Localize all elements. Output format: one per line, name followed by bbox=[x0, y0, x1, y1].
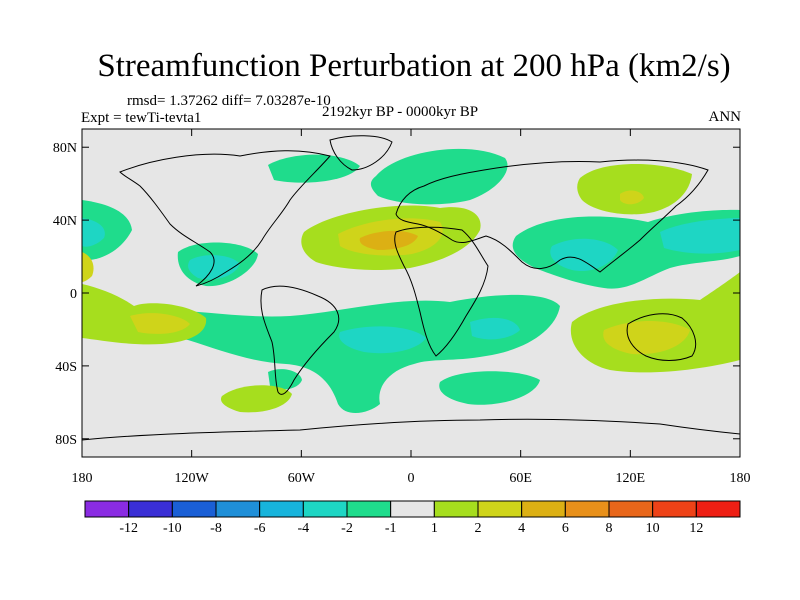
lon-tick-label: 180 bbox=[72, 471, 93, 486]
colorbar-label: 10 bbox=[646, 521, 660, 536]
colorbar-swatch bbox=[215, 500, 261, 518]
axis-ticks bbox=[81, 129, 741, 457]
contour-asia-low-inner bbox=[550, 238, 618, 272]
coastlines bbox=[82, 135, 740, 441]
lon-tick-label: 120E bbox=[616, 471, 646, 486]
colorbar-label: 1 bbox=[431, 521, 438, 536]
lat-tick-label: 80N bbox=[53, 141, 77, 156]
lat-tick-label: 80S bbox=[55, 433, 77, 448]
colorbar: -12 -10 -8 -6 -4 -2 -1 1 2 4 6 8 10 12 bbox=[84, 500, 741, 536]
lon-tick-label: 180 bbox=[730, 471, 751, 486]
contour-s-atlantic-band bbox=[110, 294, 560, 414]
contour-atlantic-low-west bbox=[268, 154, 360, 183]
coast-australia bbox=[626, 313, 697, 361]
colorbar-swatch bbox=[346, 500, 392, 518]
contour-s-atlantic-inner bbox=[339, 326, 426, 354]
lat-tick-label: 40N bbox=[53, 214, 77, 229]
colorbar-swatch bbox=[564, 500, 610, 518]
colorbar-swatch bbox=[390, 500, 435, 518]
colorbar-swatch bbox=[259, 500, 304, 518]
lat-tick-label: 40S bbox=[55, 360, 77, 375]
contour-na-scand-low bbox=[370, 148, 508, 205]
colorbar-label: -12 bbox=[119, 521, 138, 536]
colorbar-label: 8 bbox=[606, 521, 613, 536]
contour-npac-high-inner bbox=[620, 190, 644, 205]
lon-tick-label: 0 bbox=[408, 471, 415, 486]
colorbar-label: -4 bbox=[297, 521, 309, 536]
colorbar-label: 12 bbox=[689, 521, 703, 536]
colorbar-label: -8 bbox=[210, 521, 222, 536]
lon-tick-label: 120W bbox=[175, 471, 210, 486]
contour-e-pacific-low-inner bbox=[188, 255, 240, 280]
lon-tick-label: 60E bbox=[509, 471, 532, 486]
axis-labels: 80N 40N 0 40S 80S 180 120W 60W 0 60E 120E 180 bbox=[53, 141, 751, 486]
colorbar-label: 2 bbox=[475, 521, 482, 536]
contour-npac-high bbox=[577, 163, 692, 215]
experiment-label: Expt = tewTi-tevta1 bbox=[81, 110, 202, 126]
contour-pacific-high-left-edge bbox=[82, 252, 94, 282]
contour-wpac-low-inner bbox=[660, 218, 740, 254]
colorbar-swatch bbox=[652, 500, 697, 518]
coast-south-america bbox=[260, 285, 340, 395]
coast-africa bbox=[394, 226, 489, 357]
colorbar-swatch bbox=[695, 500, 741, 518]
colorbar-label: -10 bbox=[163, 521, 182, 536]
colorbar-swatch bbox=[521, 500, 566, 518]
colorbar-label: -2 bbox=[341, 521, 353, 536]
contour-australia-high-inner bbox=[603, 321, 690, 355]
colorbar-swatch bbox=[171, 500, 217, 518]
colorbar-swatch bbox=[477, 500, 523, 518]
coast-eurasia bbox=[395, 159, 709, 273]
colorbar-swatch bbox=[608, 500, 654, 518]
colorbar-swatch bbox=[84, 500, 130, 518]
contour-npac-low-left bbox=[82, 200, 132, 261]
coast-antarctica bbox=[82, 418, 740, 441]
colorbar-swatch bbox=[128, 500, 173, 518]
contour-sa-high bbox=[220, 385, 292, 413]
coast-greenland bbox=[329, 135, 393, 171]
colorbar-label: -1 bbox=[385, 521, 397, 536]
period-label: 2192kyr BP - 0000kyr BP bbox=[322, 104, 479, 120]
lat-tick-label: 0 bbox=[70, 287, 77, 302]
colorbar-label: -6 bbox=[254, 521, 266, 536]
contour-npac-low-left-inner bbox=[82, 218, 105, 247]
coast-north-america bbox=[119, 150, 331, 287]
contour-africa-high-core bbox=[359, 230, 418, 250]
rmsd-label: rmsd= 1.37262 diff= 7.03287e-10 bbox=[127, 93, 331, 109]
colorbar-swatch bbox=[302, 500, 348, 518]
contour-s-ocean-low-1 bbox=[439, 371, 540, 405]
contour-pacific-high-west-inner bbox=[130, 313, 190, 334]
chart-title: Streamfunction Perturbation at 200 hPa (… bbox=[97, 48, 731, 84]
colorbar-label: 4 bbox=[518, 521, 525, 536]
colorbar-swatch bbox=[433, 500, 479, 518]
lon-tick-label: 60W bbox=[288, 471, 316, 486]
contour-indian-inner bbox=[470, 317, 520, 340]
season-label: ANN bbox=[708, 109, 742, 125]
colorbar-label: 6 bbox=[562, 521, 569, 536]
